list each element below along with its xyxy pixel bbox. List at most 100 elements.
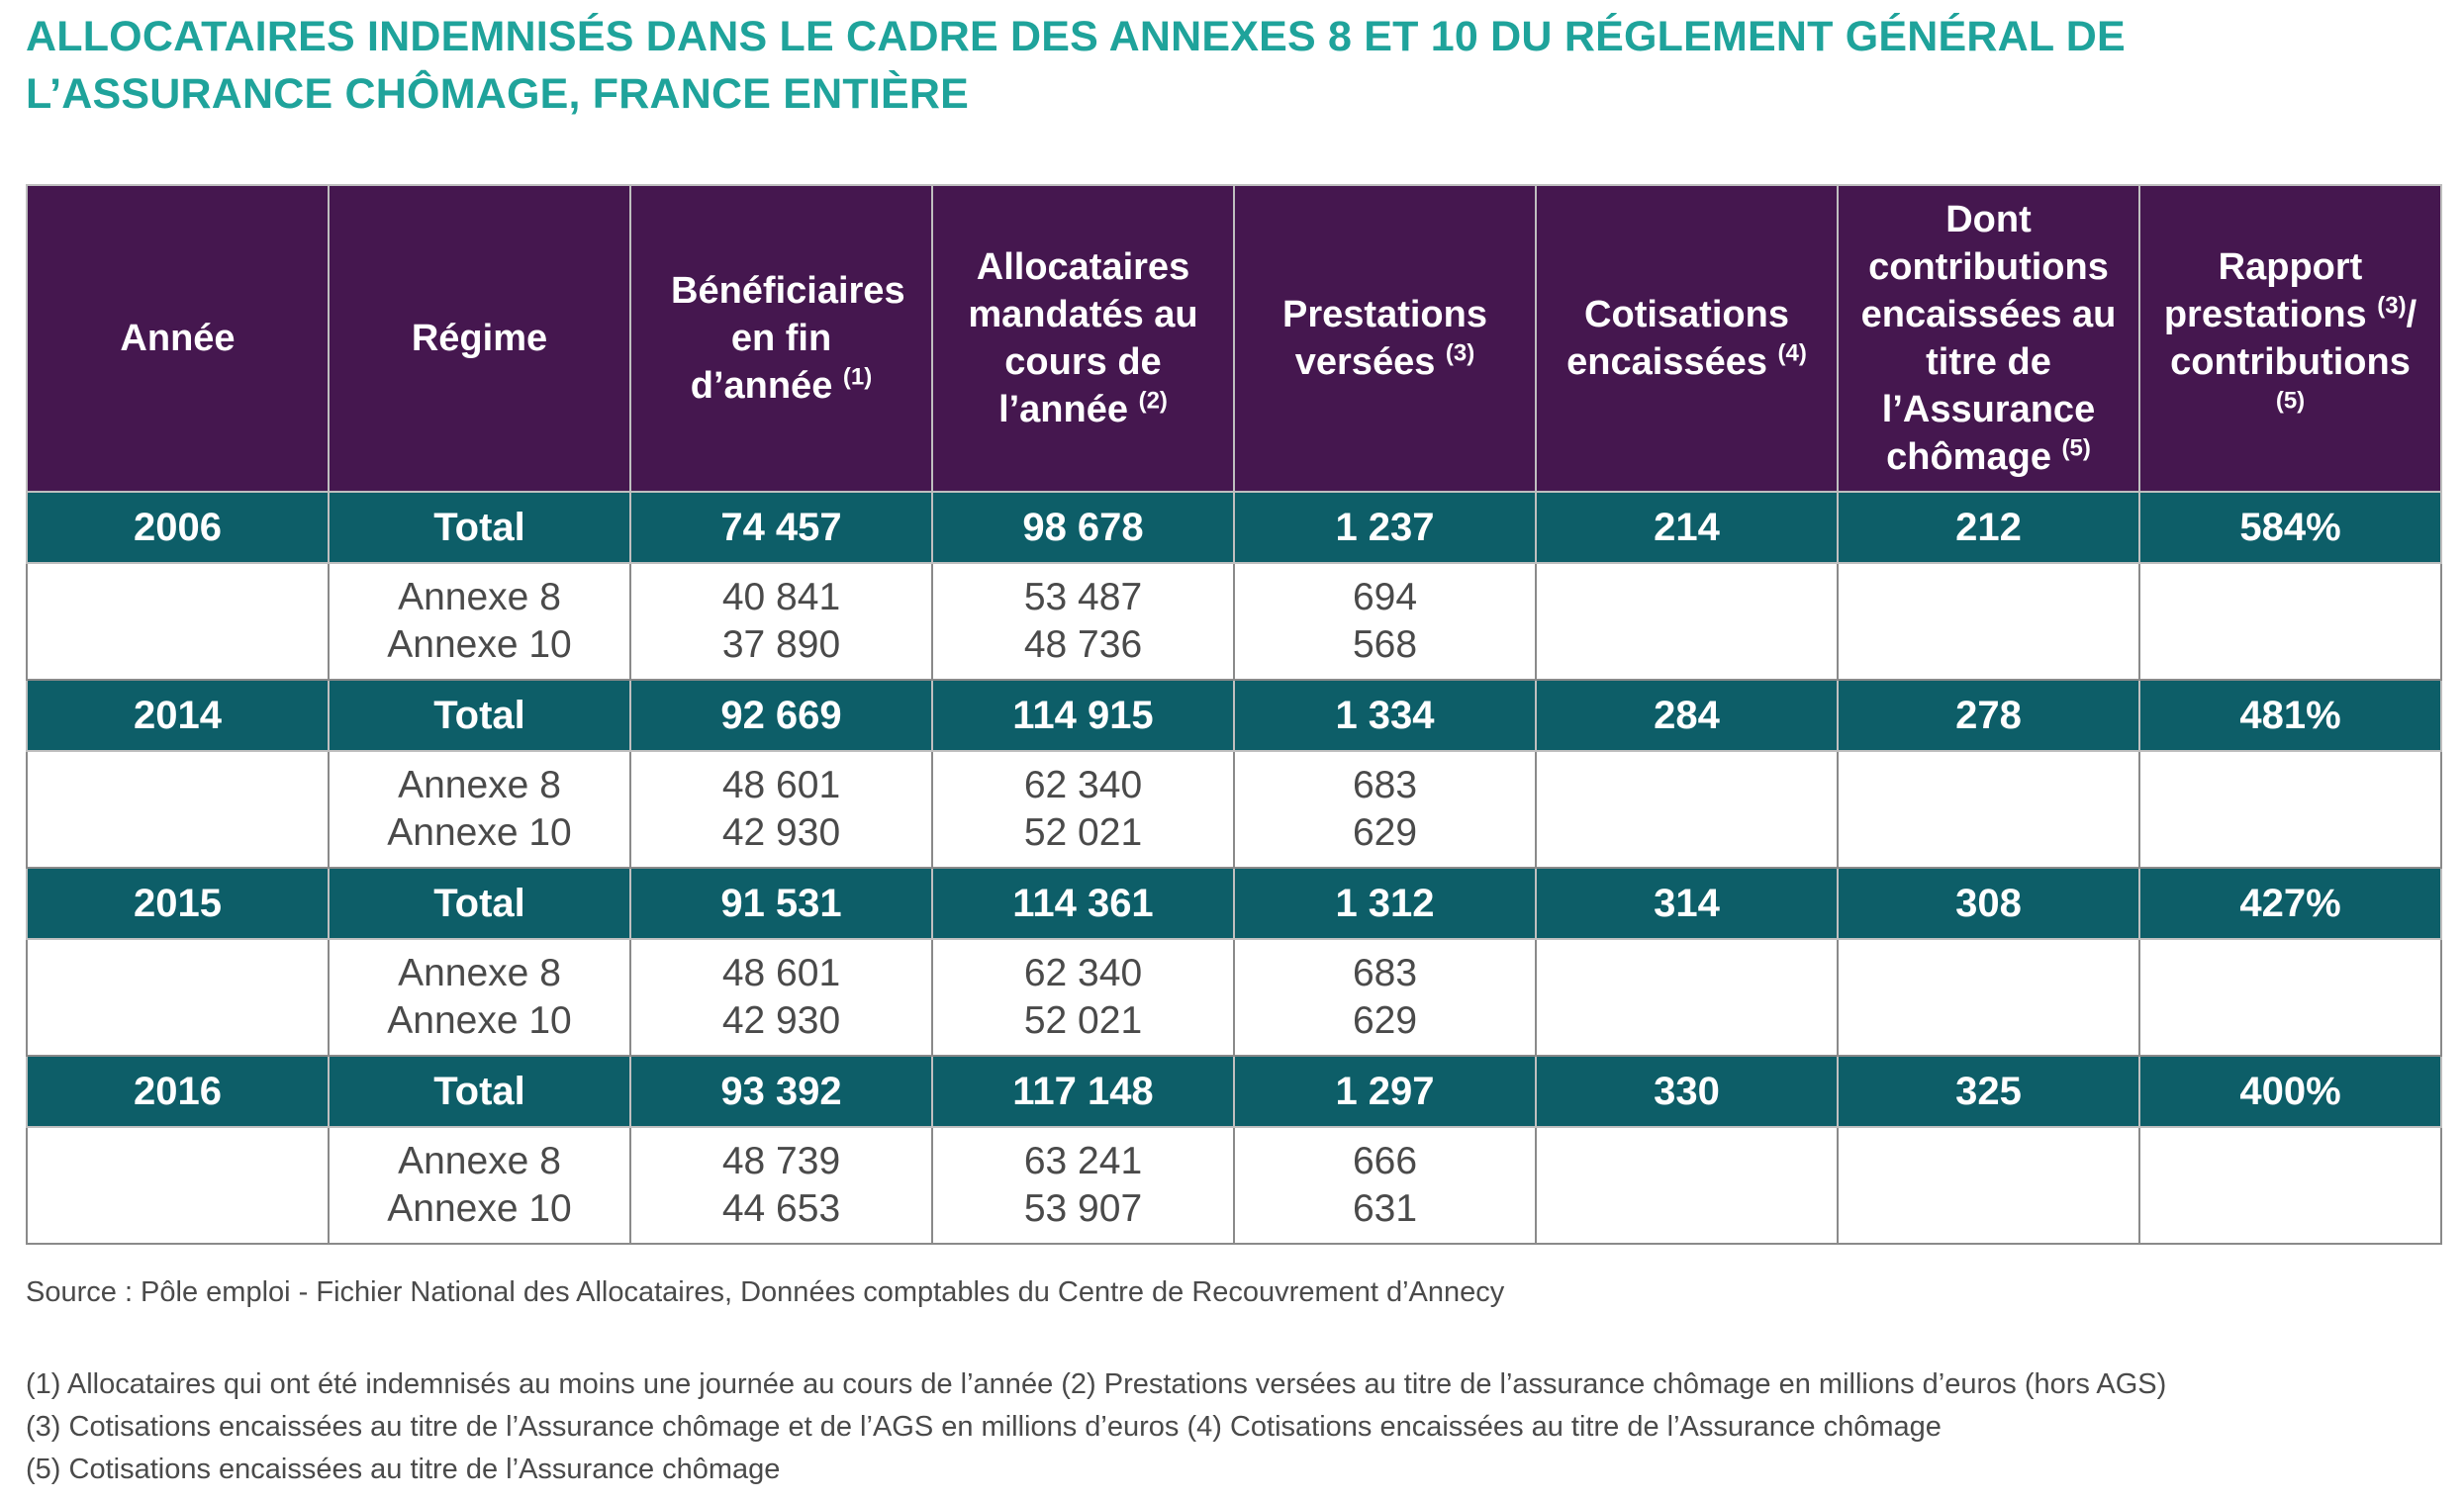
value-annexe-10: 631 [1352, 1187, 1418, 1230]
cell-empty [2138, 750, 2442, 869]
cell-allocataires: 114 915 [931, 679, 1235, 752]
value-annexe-10: 629 [1352, 811, 1418, 854]
header-regime-label: Régime [411, 318, 548, 359]
header-contributions-label: Dont contributions encaissées au titre d… [1860, 199, 2117, 478]
header-beneficiaires-note: (1) [842, 363, 873, 391]
cell-prestations: 1 297 [1233, 1055, 1537, 1128]
header-prestations-label: Prestations versées [1282, 294, 1487, 383]
cell-allocataires-detail: 63 241 53 907 [931, 1126, 1235, 1245]
cell-cotisations: 314 [1535, 867, 1839, 940]
regime-annexe-10: Annexe 10 [387, 999, 572, 1042]
regime-annexe-8: Annexe 8 [398, 1140, 561, 1182]
value-annexe-10: 53 907 [1023, 1187, 1143, 1230]
footnote-line: (1) Allocataires qui ont été indemnisés … [26, 1368, 2167, 1400]
value-annexe-10: 568 [1352, 623, 1418, 666]
value-annexe-10: 42 930 [721, 999, 841, 1042]
value-annexe-8: 63 241 [1023, 1140, 1143, 1182]
cell-empty [2138, 938, 2442, 1057]
value-annexe-8: 40 841 [721, 576, 841, 618]
cell-beneficiaires-detail: 40 841 37 890 [629, 562, 933, 681]
source-note: Source : Pôle emploi - Fichier National … [26, 1276, 1505, 1308]
cell-beneficiaires: 91 531 [629, 867, 933, 940]
cell-regime: Total [328, 1055, 631, 1128]
cell-cotisations: 284 [1535, 679, 1839, 752]
cell-empty [1837, 562, 2140, 681]
regime-annexe-8: Annexe 8 [398, 952, 561, 994]
value-annexe-10: 48 736 [1023, 623, 1143, 666]
cell-empty [1837, 1126, 2140, 1245]
cell-empty [2138, 1126, 2442, 1245]
cell-regime: Total [328, 679, 631, 752]
cell-contributions: 325 [1837, 1055, 2140, 1128]
cell-year: 2014 [26, 679, 330, 752]
cell-empty [1535, 750, 1839, 869]
value-annexe-8: 683 [1352, 952, 1418, 994]
header-beneficiaires-label: Bénéficiaires en fin d’année [671, 270, 905, 407]
table-row-total: 2016 Total 93 392 117 148 1 297 330 325 … [26, 1055, 2442, 1128]
header-regime: Régime [328, 184, 631, 493]
cell-prestations-detail: 694 568 [1233, 562, 1537, 681]
regime-annexe-10: Annexe 10 [387, 623, 572, 666]
header-rapport-note-1: (3) [2377, 292, 2407, 320]
cell-rapport: 584% [2138, 491, 2442, 564]
header-prestations: Prestations versées (3) [1233, 184, 1537, 493]
value-annexe-8: 62 340 [1023, 764, 1143, 806]
header-allocataires: Allocataires mandatés au cours de l’anné… [931, 184, 1235, 493]
cell-allocataires: 98 678 [931, 491, 1235, 564]
header-rapport-label-2: / contributions [2170, 294, 2417, 383]
cell-year: 2015 [26, 867, 330, 940]
value-annexe-10: 42 930 [721, 811, 841, 854]
regime-annexe-8: Annexe 8 [398, 576, 561, 618]
header-rapport-note-2: (5) [2275, 387, 2306, 415]
header-annee: Année [26, 184, 330, 493]
table-row-total: 2015 Total 91 531 114 361 1 312 314 308 … [26, 867, 2442, 940]
cell-regimes: Annexe 8 Annexe 10 [328, 1126, 631, 1245]
page-title: ALLOCATAIRES INDEMNISÉS DANS LE CADRE DE… [26, 13, 2126, 118]
cell-allocataires-detail: 53 487 48 736 [931, 562, 1235, 681]
cell-cotisations: 214 [1535, 491, 1839, 564]
header-rapport: Rapport prestations (3)/ contributions (… [2138, 184, 2442, 493]
cell-allocataires-detail: 62 340 52 021 [931, 750, 1235, 869]
table-row-detail: Annexe 8 Annexe 10 40 841 37 890 53 487 … [26, 562, 2442, 681]
value-annexe-10: 52 021 [1023, 811, 1143, 854]
cell-prestations: 1 312 [1233, 867, 1537, 940]
value-annexe-8: 683 [1352, 764, 1418, 806]
cell-regimes: Annexe 8 Annexe 10 [328, 750, 631, 869]
cell-contributions: 308 [1837, 867, 2140, 940]
allocataires-table: Année Régime Bénéficiaires en fin d’anné… [26, 184, 2442, 1245]
header-cotisations-label: Cotisations encaissées [1566, 294, 1789, 383]
header-allocataires-note: (2) [1138, 387, 1168, 415]
value-annexe-8: 666 [1352, 1140, 1418, 1182]
header-prestations-note: (3) [1445, 339, 1475, 367]
value-annexe-8: 53 487 [1023, 576, 1143, 618]
table-row-total: 2006 Total 74 457 98 678 1 237 214 212 5… [26, 491, 2442, 564]
cell-year: 2006 [26, 491, 330, 564]
cell-beneficiaires: 93 392 [629, 1055, 933, 1128]
cell-empty [1535, 1126, 1839, 1245]
cell-prestations-detail: 683 629 [1233, 938, 1537, 1057]
value-annexe-10: 44 653 [721, 1187, 841, 1230]
header-row: Année Régime Bénéficiaires en fin d’anné… [26, 184, 2442, 493]
value-annexe-10: 52 021 [1023, 999, 1143, 1042]
table-row-detail: Annexe 8 Annexe 10 48 739 44 653 63 241 … [26, 1126, 2442, 1245]
header-rapport-label: Rapport prestations [2163, 246, 2367, 335]
cell-year-empty [26, 750, 330, 869]
cell-year-empty [26, 1126, 330, 1245]
cell-regime: Total [328, 867, 631, 940]
header-cotisations: Cotisations encaissées (4) [1535, 184, 1839, 493]
cell-beneficiaires-detail: 48 601 42 930 [629, 938, 933, 1057]
value-annexe-8: 694 [1352, 576, 1418, 618]
cell-rapport: 400% [2138, 1055, 2442, 1128]
value-annexe-10: 629 [1352, 999, 1418, 1042]
cell-beneficiaires-detail: 48 601 42 930 [629, 750, 933, 869]
cell-year-empty [26, 938, 330, 1057]
footnote-line: (3) Cotisations encaissées au titre de l… [26, 1411, 1942, 1443]
cell-regimes: Annexe 8 Annexe 10 [328, 938, 631, 1057]
cell-empty [1535, 938, 1839, 1057]
value-annexe-8: 48 601 [721, 952, 841, 994]
header-annee-label: Année [120, 318, 236, 359]
cell-prestations-detail: 683 629 [1233, 750, 1537, 869]
cell-year: 2016 [26, 1055, 330, 1128]
table-row-total: 2014 Total 92 669 114 915 1 334 284 278 … [26, 679, 2442, 752]
cell-prestations: 1 334 [1233, 679, 1537, 752]
